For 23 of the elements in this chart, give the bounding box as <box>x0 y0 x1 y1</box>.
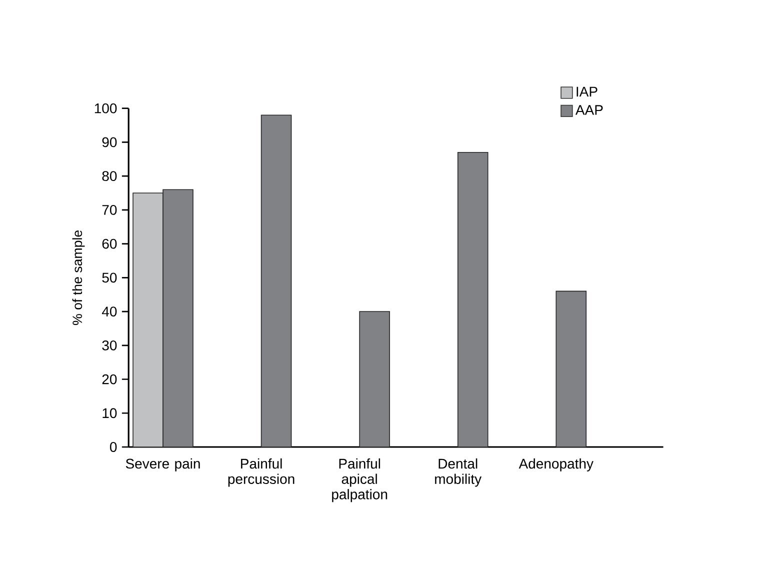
y-tick-label: 70 <box>102 204 117 215</box>
y-tick-label: 100 <box>94 103 117 114</box>
bar <box>260 114 292 448</box>
bar <box>457 152 488 448</box>
x-tick-label: Painful apical palpation <box>332 458 388 502</box>
x-tick-label: Severe pain <box>126 458 200 472</box>
y-tick-label: 10 <box>102 408 117 418</box>
y-tick-label: 60 <box>102 238 117 249</box>
y-tick-label: 0 <box>110 442 117 452</box>
y-tick-label: 80 <box>102 171 117 182</box>
y-tick-label: 90 <box>102 137 117 148</box>
legend-label: AAP <box>575 105 603 115</box>
x-tick-label: Adenopathy <box>518 458 594 472</box>
bar <box>359 311 390 448</box>
x-tick-label: Dental mobility <box>435 458 482 487</box>
legend-label: IAP <box>576 86 598 96</box>
y-tick-label: 30 <box>102 340 117 350</box>
y-axis-title: % of the sample <box>72 230 85 325</box>
bar <box>556 290 587 448</box>
y-tick-label: 50 <box>102 272 117 283</box>
y-tick-label: 20 <box>102 374 117 384</box>
x-tick-label: Painful percussion <box>228 458 294 487</box>
y-tick-label: 40 <box>102 306 117 316</box>
